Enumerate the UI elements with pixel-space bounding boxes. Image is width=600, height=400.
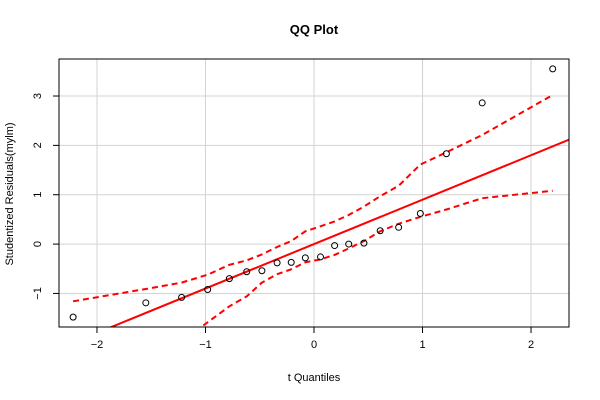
chart-title: QQ Plot (290, 22, 339, 37)
y-tick-label: −1 (32, 287, 44, 300)
x-tick-label: −1 (199, 339, 212, 351)
reference-line (108, 138, 569, 327)
data-point (442, 150, 450, 158)
y-tick-label: 2 (32, 142, 44, 148)
x-tick-label: −2 (91, 339, 104, 351)
axes: −2 −1 0 1 2 −1 0 1 2 3 (32, 58, 570, 351)
y-tick-label: 3 (32, 93, 44, 99)
data-point (301, 254, 309, 262)
data-point (360, 239, 368, 247)
x-axis-label: t Quantiles (288, 372, 341, 384)
y-axis-label: Studentized Residuals(mylm) (4, 122, 16, 265)
data-point (243, 268, 251, 276)
data-point (549, 65, 557, 73)
x-tick-label: 2 (528, 339, 534, 351)
data-point (273, 259, 281, 267)
data-point (317, 253, 325, 261)
data-point (69, 313, 77, 321)
data-point (178, 293, 186, 301)
x-tick-label: 1 (419, 339, 425, 351)
data-point (376, 227, 384, 235)
y-tick-label: 0 (32, 241, 44, 247)
data-point (204, 285, 212, 293)
data-point (416, 209, 424, 217)
data-point (478, 99, 486, 107)
data-point (225, 275, 233, 283)
data-point (331, 242, 339, 250)
data-point (258, 267, 266, 275)
x-tick-label: 0 (311, 339, 317, 351)
grid-lines (59, 59, 569, 327)
plot-area (69, 65, 569, 327)
data-point (345, 240, 353, 248)
data-point (395, 223, 403, 231)
data-point (142, 299, 150, 307)
y-tick-label: 1 (32, 192, 44, 198)
data-point (287, 258, 295, 266)
lower-confidence-envelope (202, 189, 553, 327)
upper-confidence-envelope (72, 94, 554, 303)
